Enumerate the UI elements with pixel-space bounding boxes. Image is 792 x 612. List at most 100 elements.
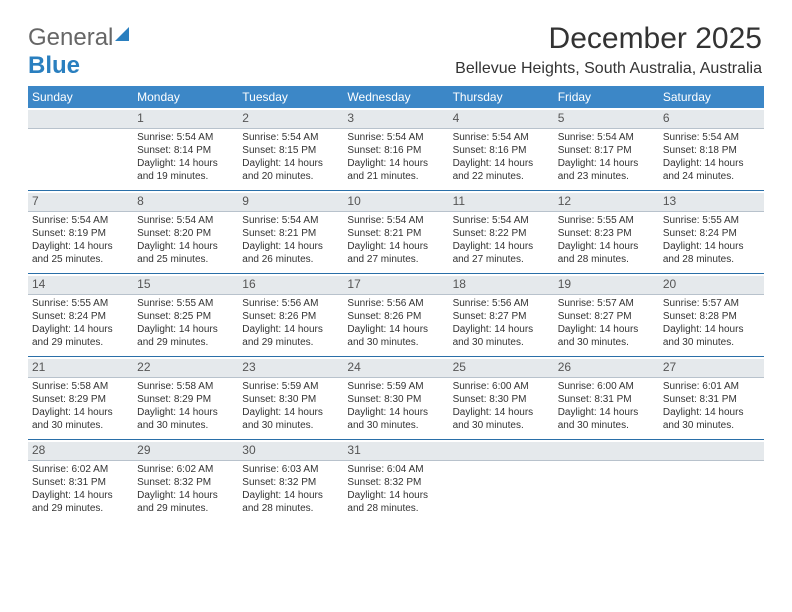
day-info-line: Sunrise: 5:57 AM <box>663 297 760 310</box>
page-title: December 2025 <box>549 22 762 56</box>
calendar-cell: 24Sunrise: 5:59 AMSunset: 8:30 PMDayligh… <box>343 357 448 439</box>
day-number: 26 <box>554 359 659 378</box>
calendar-cell: 10Sunrise: 5:54 AMSunset: 8:21 PMDayligh… <box>343 191 448 273</box>
day-info-line: Daylight: 14 hours <box>347 489 444 502</box>
day-number: 28 <box>28 442 133 461</box>
day-info-line: Sunrise: 6:02 AM <box>137 463 234 476</box>
day-info-line: and 27 minutes. <box>347 253 444 266</box>
day-info-line: Daylight: 14 hours <box>663 240 760 253</box>
day-info-line: Sunrise: 5:54 AM <box>453 131 550 144</box>
day-info-line: and 28 minutes. <box>663 253 760 266</box>
day-info-line: Sunset: 8:20 PM <box>137 227 234 240</box>
day-info-line: Sunset: 8:24 PM <box>32 310 129 323</box>
day-number: 17 <box>343 276 448 295</box>
day-info-line: and 29 minutes. <box>137 502 234 515</box>
day-info-line: Daylight: 14 hours <box>453 240 550 253</box>
day-info-line: Sunrise: 6:01 AM <box>663 380 760 393</box>
day-info-line: Sunset: 8:24 PM <box>663 227 760 240</box>
day-info-line: and 21 minutes. <box>347 170 444 183</box>
day-info-line: Sunrise: 5:54 AM <box>663 131 760 144</box>
day-info-line: and 23 minutes. <box>558 170 655 183</box>
day-info-line: Sunrise: 5:55 AM <box>32 297 129 310</box>
calendar-cell: 4Sunrise: 5:54 AMSunset: 8:16 PMDaylight… <box>449 108 554 190</box>
day-info-line: and 30 minutes. <box>558 419 655 432</box>
day-number: 18 <box>449 276 554 295</box>
day-info-line: Sunset: 8:29 PM <box>32 393 129 406</box>
day-info-line: Sunrise: 5:55 AM <box>558 214 655 227</box>
calendar-cell: 6Sunrise: 5:54 AMSunset: 8:18 PMDaylight… <box>659 108 764 190</box>
day-number: 3 <box>343 110 448 129</box>
day-info-line: and 30 minutes. <box>347 419 444 432</box>
day-info-line: Sunrise: 5:59 AM <box>242 380 339 393</box>
calendar-cell: 26Sunrise: 6:00 AMSunset: 8:31 PMDayligh… <box>554 357 659 439</box>
day-number: 20 <box>659 276 764 295</box>
day-info-line: and 28 minutes. <box>347 502 444 515</box>
day-info-line: Daylight: 14 hours <box>558 240 655 253</box>
day-info-line: Sunset: 8:17 PM <box>558 144 655 157</box>
calendar-cell: 8 Sunrise: 5:54 AMSunset: 8:20 PMDaylight… <box>133 191 238 273</box>
logo-text-1: General <box>28 24 113 51</box>
logo: General Blue <box>28 24 129 80</box>
day-number: 7 <box>28 193 133 212</box>
day-number: 5 <box>554 110 659 129</box>
day-info-line: Sunrise: 5:54 AM <box>137 214 234 227</box>
day-number-empty <box>449 442 554 461</box>
day-info-line: and 30 minutes. <box>242 419 339 432</box>
calendar-cell: 18Sunrise: 5:56 AMSunset: 8:27 PMDayligh… <box>449 274 554 356</box>
calendar-cell: 1Sunrise: 5:54 AMSunset: 8:14 PMDaylight… <box>133 108 238 190</box>
day-info-line: Sunset: 8:30 PM <box>453 393 550 406</box>
calendar-cell <box>659 440 764 522</box>
day-info-line: and 27 minutes. <box>453 253 550 266</box>
day-number: 27 <box>659 359 764 378</box>
day-info-line: Sunset: 8:23 PM <box>558 227 655 240</box>
day-info-line: Daylight: 14 hours <box>137 240 234 253</box>
logo-triangle-icon <box>115 27 129 41</box>
header-cell: Thursday <box>449 90 554 104</box>
day-info-line: Sunset: 8:27 PM <box>558 310 655 323</box>
day-info-line: Daylight: 14 hours <box>347 406 444 419</box>
day-number: 10 <box>343 193 448 212</box>
calendar-cell: 27Sunrise: 6:01 AMSunset: 8:31 PMDayligh… <box>659 357 764 439</box>
day-number: 21 <box>28 359 133 378</box>
day-info-line: Sunset: 8:31 PM <box>663 393 760 406</box>
day-info-line: Daylight: 14 hours <box>453 157 550 170</box>
day-info-line: Daylight: 14 hours <box>453 323 550 336</box>
day-info-line: Sunrise: 5:57 AM <box>558 297 655 310</box>
calendar-cell: 3Sunrise: 5:54 AMSunset: 8:16 PMDaylight… <box>343 108 448 190</box>
day-info-line: Daylight: 14 hours <box>242 323 339 336</box>
day-info-line: Daylight: 14 hours <box>32 240 129 253</box>
day-info-line: Sunrise: 6:00 AM <box>558 380 655 393</box>
day-number: 14 <box>28 276 133 295</box>
day-info-line: and 20 minutes. <box>242 170 339 183</box>
day-info-line: Daylight: 14 hours <box>32 406 129 419</box>
day-info-line: Daylight: 14 hours <box>32 489 129 502</box>
day-info-line: Sunset: 8:14 PM <box>137 144 234 157</box>
calendar-week: 7Sunrise: 5:54 AMSunset: 8:19 PMDaylight… <box>28 191 764 273</box>
day-info-line: and 30 minutes. <box>663 419 760 432</box>
day-number: 8 <box>133 193 238 212</box>
day-info-line: Sunset: 8:26 PM <box>242 310 339 323</box>
day-info-line: Daylight: 14 hours <box>663 157 760 170</box>
day-info-line: and 30 minutes. <box>558 336 655 349</box>
page-subtitle: Bellevue Heights, South Australia, Austr… <box>455 60 762 78</box>
day-info-line: Sunset: 8:18 PM <box>663 144 760 157</box>
day-info-line: Daylight: 14 hours <box>242 157 339 170</box>
day-info-line: Sunset: 8:16 PM <box>453 144 550 157</box>
day-info-line: Sunset: 8:21 PM <box>242 227 339 240</box>
day-info-line: and 30 minutes. <box>663 336 760 349</box>
day-info-line: Daylight: 14 hours <box>347 157 444 170</box>
day-info-line: Daylight: 14 hours <box>558 157 655 170</box>
calendar-cell: 28Sunrise: 6:02 AMSunset: 8:31 PMDayligh… <box>28 440 133 522</box>
day-info-line: and 30 minutes. <box>453 336 550 349</box>
day-info-line: Sunrise: 6:03 AM <box>242 463 339 476</box>
day-info-line: Daylight: 14 hours <box>242 406 339 419</box>
calendar-cell: 9Sunrise: 5:54 AMSunset: 8:21 PMDaylight… <box>238 191 343 273</box>
day-info-line: Sunrise: 5:55 AM <box>137 297 234 310</box>
calendar-cell: 7Sunrise: 5:54 AMSunset: 8:19 PMDaylight… <box>28 191 133 273</box>
header-cell: Wednesday <box>343 90 448 104</box>
day-info-line: and 25 minutes. <box>32 253 129 266</box>
day-info-line: Sunrise: 5:54 AM <box>558 131 655 144</box>
calendar-cell: 31Sunrise: 6:04 AMSunset: 8:32 PMDayligh… <box>343 440 448 522</box>
day-info-line: Sunset: 8:15 PM <box>242 144 339 157</box>
day-info-line: Sunrise: 5:58 AM <box>32 380 129 393</box>
